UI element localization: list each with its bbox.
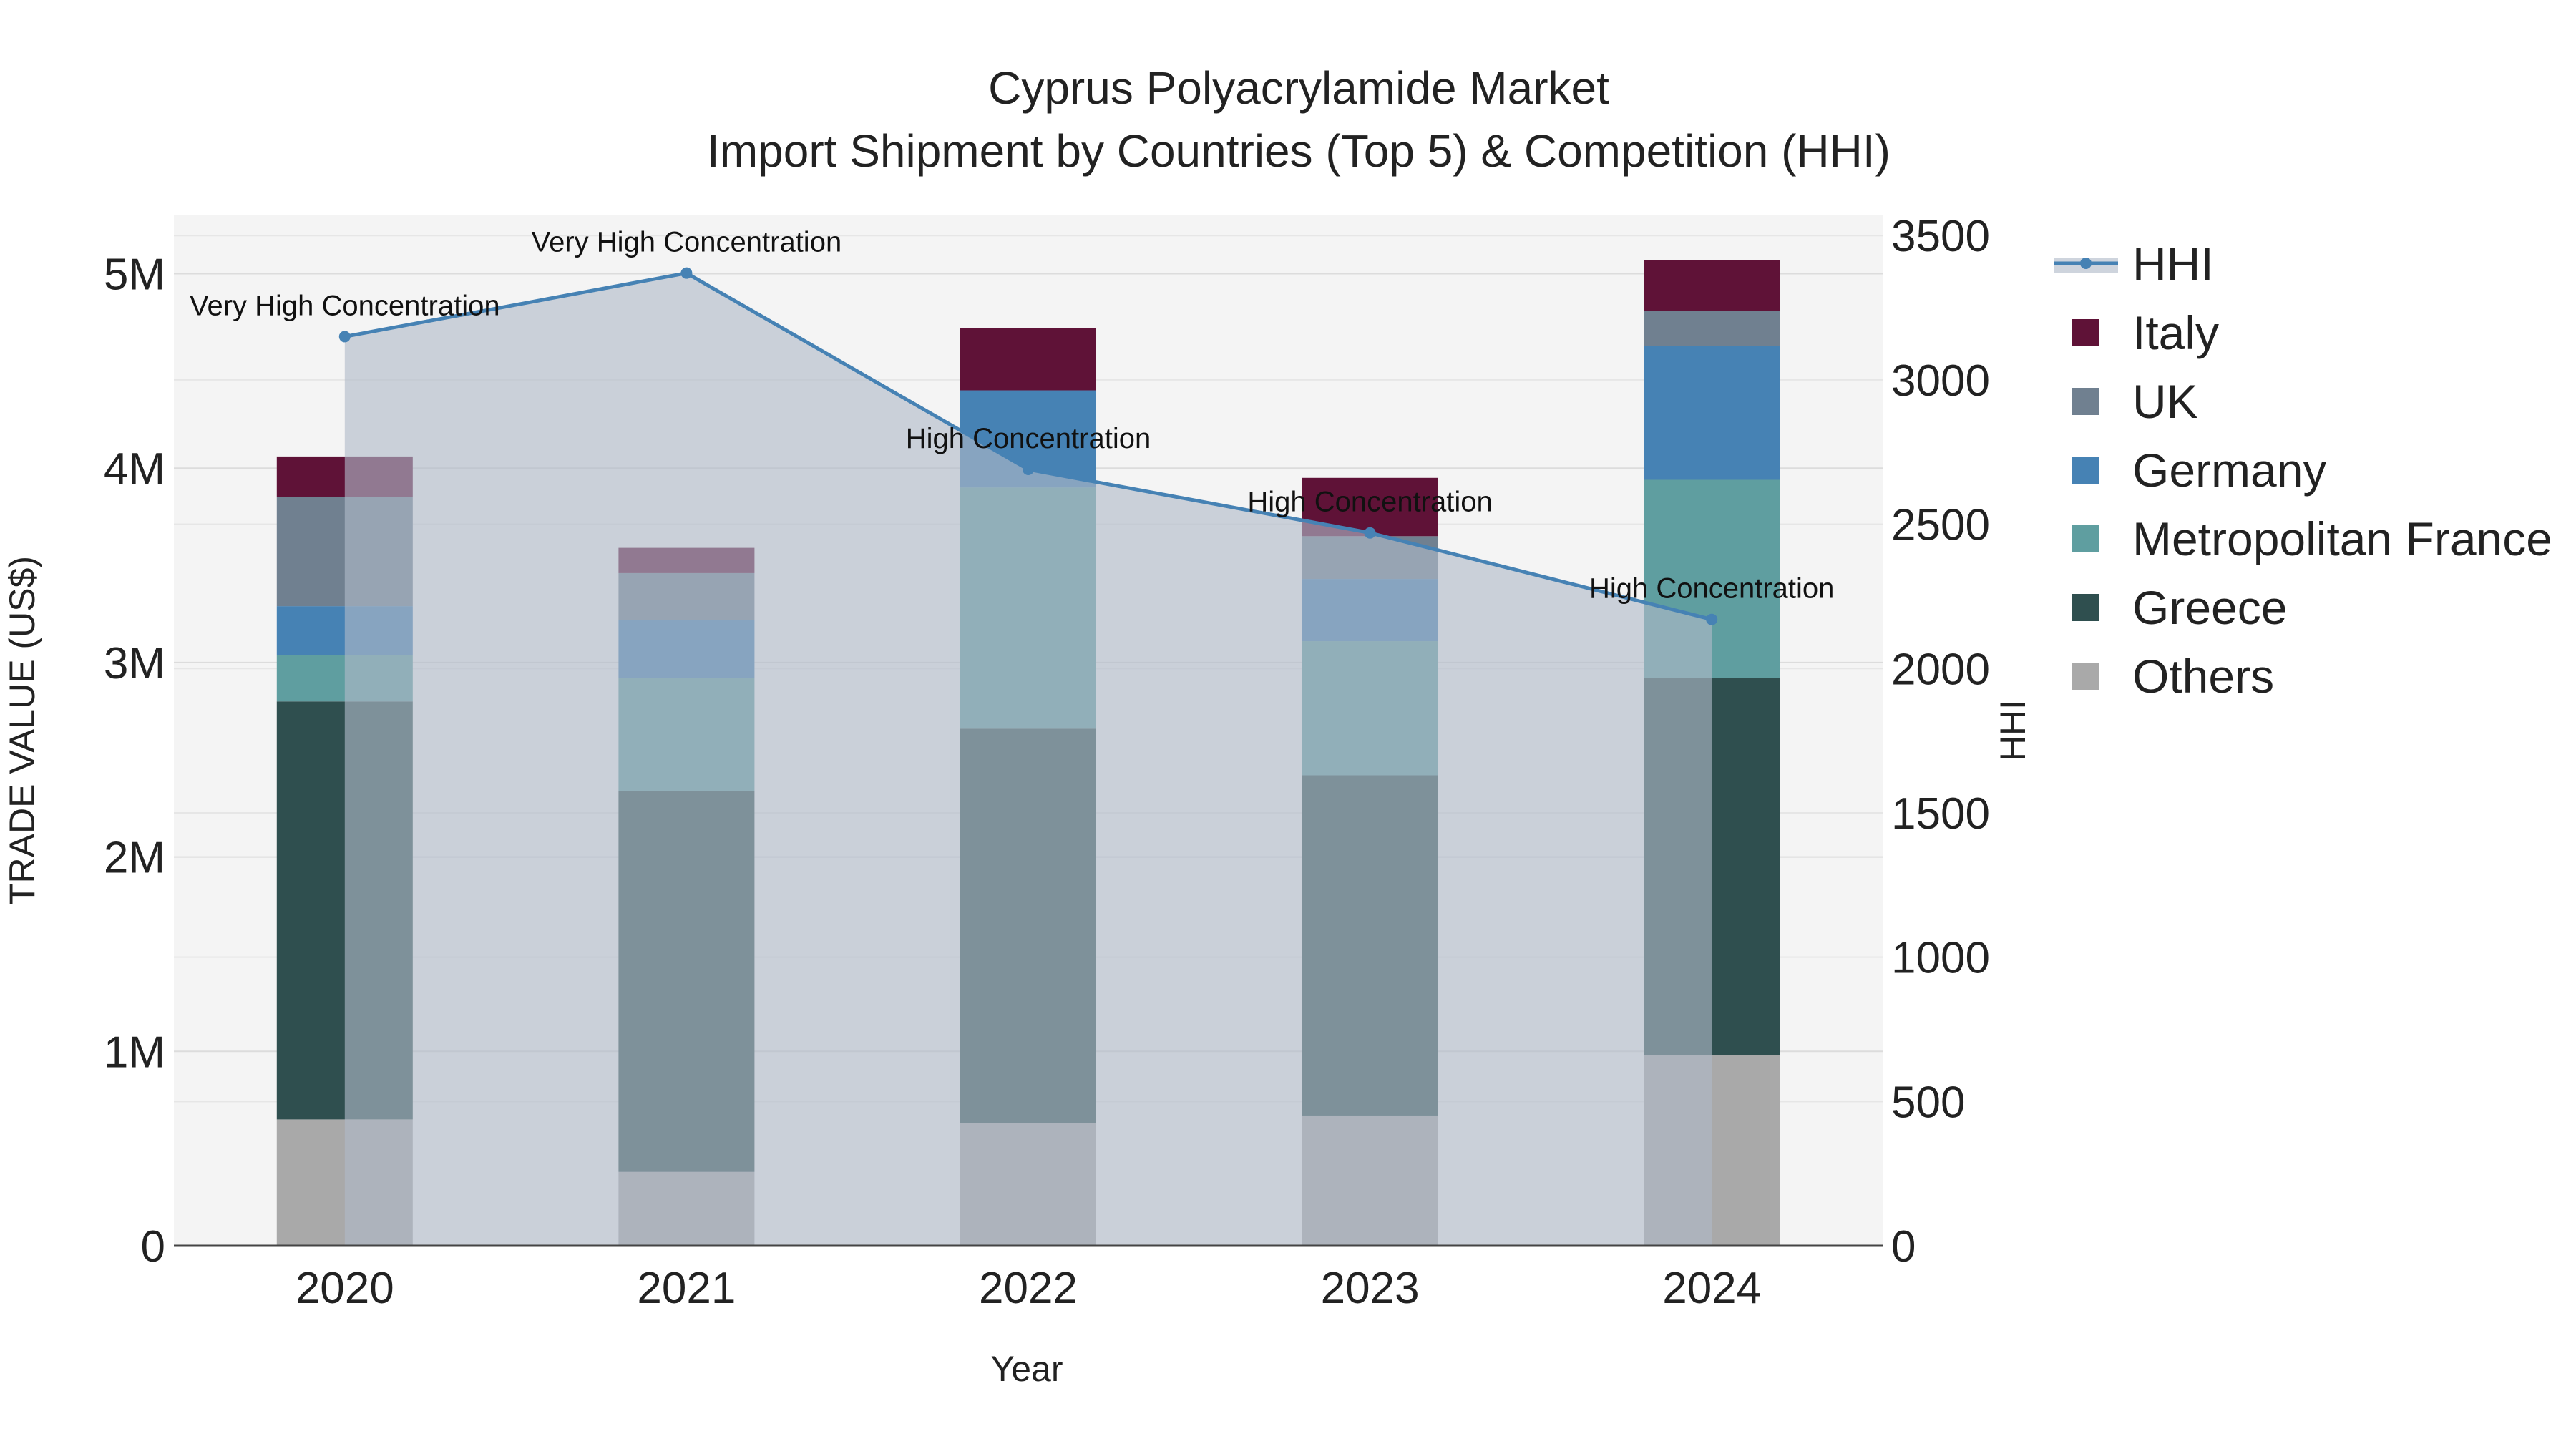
hhi-point-2023 bbox=[1364, 527, 1376, 539]
legend-hhi-marker bbox=[2080, 258, 2092, 269]
y2-tick-label: 1000 bbox=[1891, 934, 1990, 983]
legend-swatch-metropolitan-france bbox=[2072, 525, 2099, 552]
chart-title: Cyprus Polyacrylamide Market bbox=[988, 62, 1609, 114]
hhi-area bbox=[344, 273, 1712, 1246]
legend: HHI Italy UK Germany Metropolitan France Gree… bbox=[2054, 238, 2552, 703]
x-tick-label: 2022 bbox=[979, 1264, 1078, 1313]
hhi-point-2021 bbox=[680, 267, 693, 279]
x-tick-label: 2024 bbox=[1662, 1264, 1761, 1313]
legend-swatch-italy bbox=[2072, 319, 2099, 346]
hhi-point-2022 bbox=[1023, 463, 1034, 475]
hhi-point-2020 bbox=[338, 331, 351, 343]
x-tick-label: 2021 bbox=[637, 1264, 736, 1313]
legend-swatch-others bbox=[2072, 663, 2099, 690]
y2-axis-title: HHI bbox=[1993, 700, 2033, 761]
y-axis-ticks: 0 1M 2M 3M 4M 5M bbox=[104, 250, 165, 1272]
y2-tick-label: 2000 bbox=[1891, 645, 1990, 694]
y2-axis-ticks: 0 500 1000 1500 2000 2500 3000 3500 bbox=[1891, 212, 1990, 1272]
hhi-label-2021: Very High Concentration bbox=[532, 227, 842, 258]
legend-swatch-germany bbox=[2072, 457, 2099, 484]
y-tick-label: 0 bbox=[141, 1222, 165, 1272]
bar-italy-2024 bbox=[1644, 260, 1780, 311]
x-tick-label: 2020 bbox=[296, 1264, 394, 1313]
y-axis-title: TRADE VALUE (US$) bbox=[2, 556, 42, 905]
x-tick-label: 2023 bbox=[1321, 1264, 1420, 1313]
y-tick-label: 5M bbox=[104, 250, 165, 300]
y2-tick-label: 3000 bbox=[1891, 356, 1990, 406]
hhi-area-fill bbox=[344, 273, 1712, 1246]
y-tick-label: 1M bbox=[104, 1028, 165, 1077]
y2-tick-label: 500 bbox=[1891, 1078, 1965, 1127]
y2-tick-label: 3500 bbox=[1891, 212, 1990, 261]
legend-label-hhi: HHI bbox=[2132, 238, 2214, 291]
hhi-label-2023: High Concentration bbox=[1247, 487, 1492, 518]
legend-swatch-greece bbox=[2072, 594, 2099, 621]
y-tick-label: 2M bbox=[104, 834, 165, 883]
y-tick-label: 3M bbox=[104, 639, 165, 688]
y2-tick-label: 2500 bbox=[1891, 501, 1990, 550]
bar-uk-2024 bbox=[1644, 311, 1780, 346]
hhi-labels: Very High Concentration Very High Concent… bbox=[190, 227, 1834, 605]
legend-label-germany: Germany bbox=[2132, 444, 2326, 497]
legend-swatch-uk bbox=[2072, 388, 2099, 415]
y2-tick-label: 0 bbox=[1891, 1222, 1916, 1272]
hhi-point-2024 bbox=[1706, 613, 1718, 625]
x-axis-ticks: 2020 2021 2022 2023 2024 bbox=[296, 1264, 1761, 1313]
hhi-label-2024: High Concentration bbox=[1589, 573, 1834, 605]
chart-subtitle: Import Shipment by Countries (Top 5) & C… bbox=[707, 125, 1890, 177]
hhi-line bbox=[338, 267, 1718, 625]
y-tick-label: 4M bbox=[104, 444, 165, 494]
legend-label-others: Others bbox=[2132, 650, 2274, 703]
legend-label-greece: Greece bbox=[2132, 581, 2287, 634]
bar-germany-2024 bbox=[1644, 346, 1780, 480]
y2-tick-label: 1500 bbox=[1891, 789, 1990, 839]
legend-label-uk: UK bbox=[2132, 375, 2198, 428]
hhi-label-2022: High Concentration bbox=[906, 423, 1151, 454]
legend-label-metropolitan-france: Metropolitan France bbox=[2132, 512, 2552, 565]
hhi-label-2020: Very High Concentration bbox=[190, 290, 500, 321]
x-axis-title: Year bbox=[990, 1349, 1063, 1389]
bar-italy-2022 bbox=[960, 328, 1096, 391]
legend-label-italy: Italy bbox=[2132, 306, 2219, 359]
